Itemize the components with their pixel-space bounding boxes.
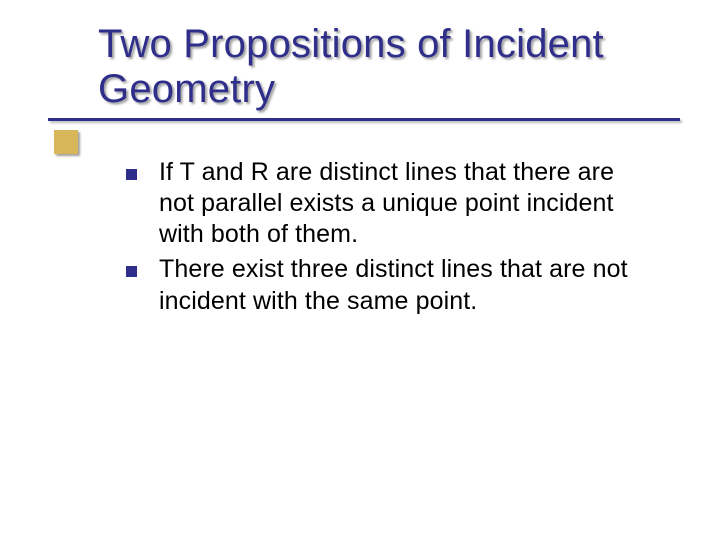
- bullet-text: If T and R are distinct lines that there…: [159, 157, 640, 251]
- slide-container: Two Propositions of Incident Geometry If…: [0, 0, 720, 540]
- list-item: There exist three distinct lines that ar…: [126, 254, 640, 317]
- body-content: If T and R are distinct lines that there…: [50, 129, 670, 317]
- title-underline: [48, 118, 680, 121]
- slide-title: Two Propositions of Incident Geometry: [98, 22, 670, 112]
- square-bullet-icon: [126, 169, 137, 180]
- bullet-text: There exist three distinct lines that ar…: [159, 254, 640, 317]
- list-item: If T and R are distinct lines that there…: [126, 157, 640, 251]
- square-bullet-icon: [126, 266, 137, 277]
- accent-square: [54, 130, 78, 154]
- title-block: Two Propositions of Incident Geometry: [50, 22, 670, 121]
